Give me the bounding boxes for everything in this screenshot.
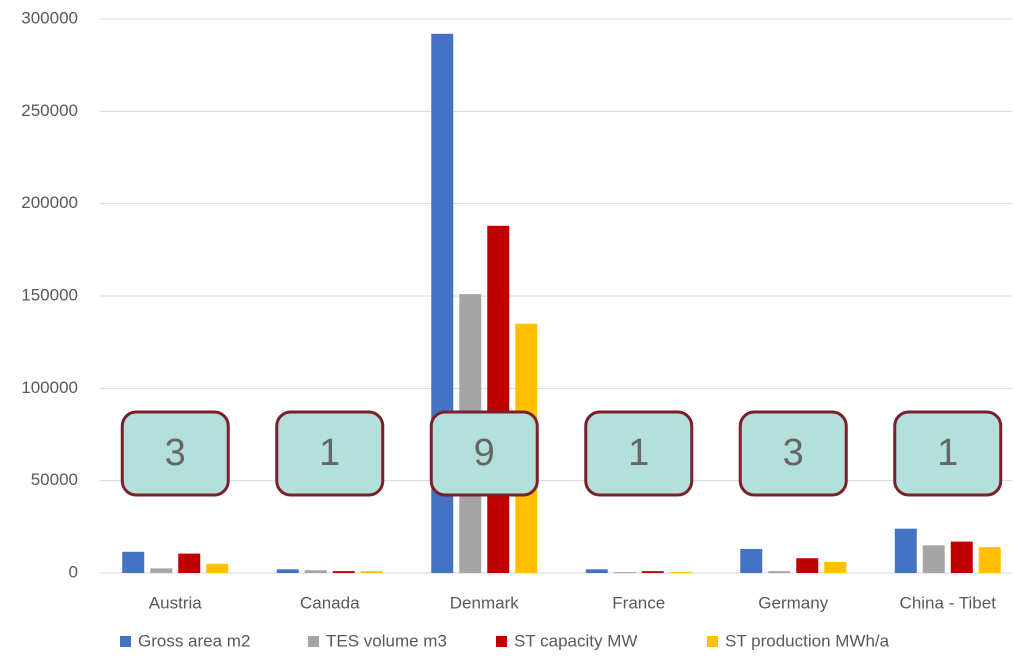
bar xyxy=(178,553,201,573)
bar xyxy=(796,558,819,573)
bar xyxy=(122,551,145,573)
annotation-box xyxy=(275,410,385,497)
bar xyxy=(922,545,945,573)
y-tick-label: 200000 xyxy=(21,193,78,212)
x-tick-label: Germany xyxy=(758,593,828,612)
y-tick-label: 150000 xyxy=(21,285,78,304)
bar xyxy=(150,568,173,573)
bar xyxy=(613,572,636,573)
bar xyxy=(768,571,791,573)
annotation-box xyxy=(584,410,694,497)
bar xyxy=(206,563,229,573)
bar xyxy=(824,561,847,573)
annotation: 1 xyxy=(319,432,340,474)
bar xyxy=(332,571,355,573)
y-tick-label: 0 xyxy=(69,562,78,581)
legend-label: Gross area m2 xyxy=(138,631,250,650)
y-tick-label: 250000 xyxy=(21,101,78,120)
legend-label: ST capacity MW xyxy=(514,631,637,650)
x-tick-label: France xyxy=(612,593,665,612)
annotation: 1 xyxy=(937,432,958,474)
x-tick-label: Canada xyxy=(300,593,360,612)
annotation: 3 xyxy=(165,432,186,474)
x-tick-label: Denmark xyxy=(450,593,519,612)
bar xyxy=(978,547,1001,573)
annotation-box xyxy=(738,410,848,497)
annotation: 1 xyxy=(628,432,649,474)
y-tick-label: 50000 xyxy=(31,470,78,489)
bar xyxy=(669,572,692,573)
bar xyxy=(487,225,510,573)
annotation-box xyxy=(429,410,539,497)
legend-swatch xyxy=(496,636,507,647)
bar xyxy=(304,570,327,573)
bar xyxy=(950,541,973,573)
y-tick-label: 100000 xyxy=(21,378,78,397)
bar xyxy=(276,569,299,573)
legend-label: ST production MWh/a xyxy=(725,631,890,650)
annotation: 9 xyxy=(474,432,495,474)
y-tick-label: 300000 xyxy=(21,8,78,27)
bar xyxy=(894,528,917,573)
bar xyxy=(360,571,383,573)
legend-label: TES volume m3 xyxy=(326,631,447,650)
legend-swatch xyxy=(120,636,131,647)
annotation-box xyxy=(893,410,1003,497)
bar xyxy=(585,569,608,573)
legend-swatch xyxy=(308,636,319,647)
annotation: 3 xyxy=(783,432,804,474)
x-tick-label: China - Tibet xyxy=(900,593,997,612)
annotation-box xyxy=(120,410,230,497)
bar xyxy=(740,548,763,573)
legend-swatch xyxy=(707,636,718,647)
bar xyxy=(641,571,664,573)
x-tick-label: Austria xyxy=(149,593,202,612)
